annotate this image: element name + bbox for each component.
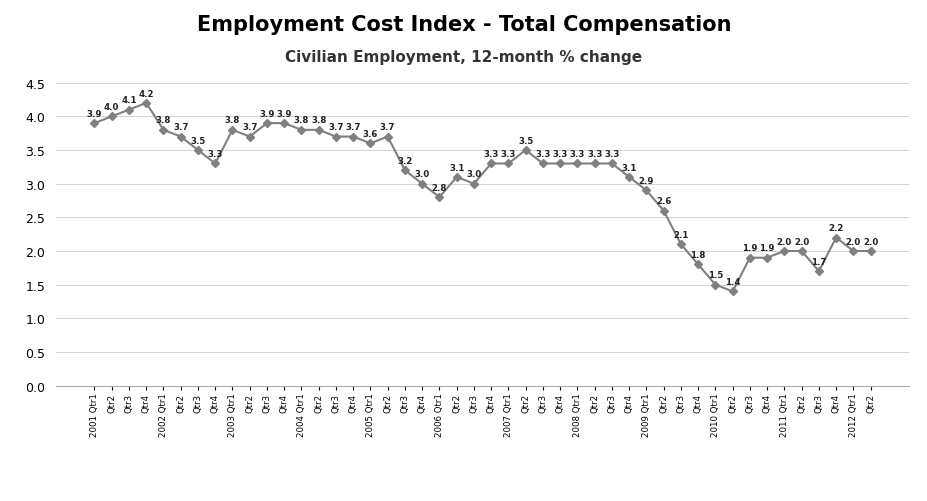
Text: 2.2: 2.2 xyxy=(828,223,843,232)
Text: 3.8: 3.8 xyxy=(311,116,326,125)
Text: 3.7: 3.7 xyxy=(328,123,343,132)
Text: 3.2: 3.2 xyxy=(397,156,413,165)
Text: Employment Cost Index - Total Compensation: Employment Cost Index - Total Compensati… xyxy=(197,15,730,35)
Text: 2.8: 2.8 xyxy=(431,183,447,192)
Text: 2.1: 2.1 xyxy=(672,230,688,239)
Text: 3.3: 3.3 xyxy=(535,150,550,159)
Text: 3.1: 3.1 xyxy=(449,163,464,172)
Text: 3.8: 3.8 xyxy=(224,116,240,125)
Text: 3.3: 3.3 xyxy=(569,150,585,159)
Text: 1.9: 1.9 xyxy=(742,244,756,253)
Text: 1.5: 1.5 xyxy=(707,271,722,280)
Text: 3.3: 3.3 xyxy=(483,150,499,159)
Text: 2.0: 2.0 xyxy=(776,237,791,246)
Text: 3.3: 3.3 xyxy=(587,150,602,159)
Text: 3.3: 3.3 xyxy=(208,150,222,159)
Text: 3.6: 3.6 xyxy=(362,130,377,139)
Text: 3.5: 3.5 xyxy=(517,136,533,145)
Text: 1.4: 1.4 xyxy=(724,278,740,287)
Text: 3.0: 3.0 xyxy=(414,170,429,179)
Text: 4.0: 4.0 xyxy=(104,103,120,112)
Text: 3.8: 3.8 xyxy=(156,116,171,125)
Text: 3.7: 3.7 xyxy=(172,123,188,132)
Text: 3.5: 3.5 xyxy=(190,136,206,145)
Text: 2.0: 2.0 xyxy=(844,237,860,246)
Text: 3.7: 3.7 xyxy=(345,123,361,132)
Text: 4.2: 4.2 xyxy=(138,89,154,98)
Text: 2.6: 2.6 xyxy=(655,197,670,206)
Text: 3.3: 3.3 xyxy=(552,150,567,159)
Text: 3.9: 3.9 xyxy=(259,110,274,119)
Text: 3.3: 3.3 xyxy=(501,150,515,159)
Text: 3.0: 3.0 xyxy=(465,170,481,179)
Text: 3.8: 3.8 xyxy=(294,116,309,125)
Text: 3.3: 3.3 xyxy=(603,150,619,159)
Text: 3.9: 3.9 xyxy=(87,110,102,119)
Text: 3.7: 3.7 xyxy=(242,123,257,132)
Text: 2.9: 2.9 xyxy=(638,177,654,186)
Text: Civilian Employment, 12-month % change: Civilian Employment, 12-month % change xyxy=(286,50,641,65)
Text: 2.0: 2.0 xyxy=(794,237,808,246)
Text: 3.1: 3.1 xyxy=(621,163,636,172)
Text: 1.7: 1.7 xyxy=(810,257,826,266)
Text: 4.1: 4.1 xyxy=(121,96,136,105)
Text: 2.0: 2.0 xyxy=(862,237,877,246)
Text: 3.7: 3.7 xyxy=(379,123,395,132)
Text: 3.9: 3.9 xyxy=(276,110,292,119)
Text: 1.9: 1.9 xyxy=(758,244,774,253)
Text: 1.8: 1.8 xyxy=(690,250,705,260)
